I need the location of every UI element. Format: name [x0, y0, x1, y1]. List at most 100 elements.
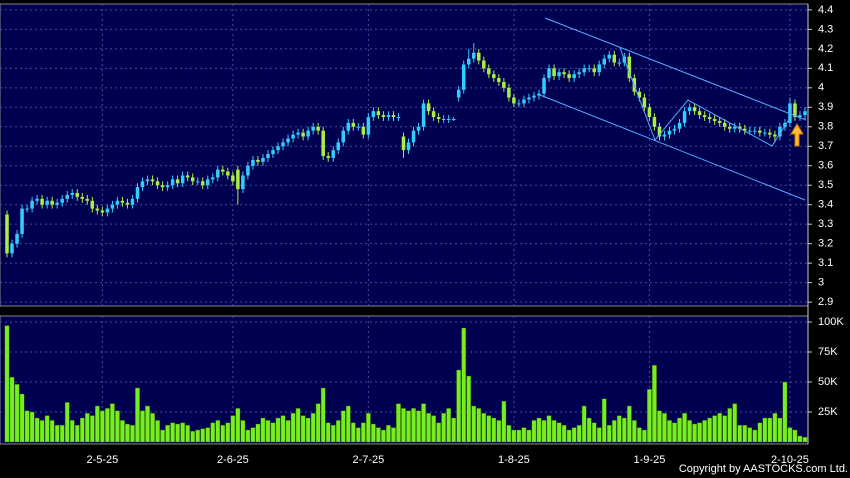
candle-body [672, 128, 677, 131]
volume-bar [511, 429, 517, 443]
volume-bar [672, 422, 677, 443]
volume-bar [245, 429, 251, 443]
volume-bar [737, 425, 743, 443]
candle-body [582, 68, 586, 73]
candle-body [567, 74, 571, 79]
volume-bar [210, 422, 216, 443]
candle-body [487, 68, 491, 75]
volume-bar [361, 422, 366, 443]
y-tick-label: 4.2 [818, 43, 833, 55]
volume-bar [657, 410, 662, 443]
candle-body [502, 81, 506, 88]
candle-body [783, 122, 787, 127]
y-tick-label: 3.9 [818, 101, 833, 113]
candle-body [100, 210, 105, 213]
volume-bar [330, 425, 336, 443]
volume-bar [305, 417, 311, 443]
candle-body [768, 132, 772, 135]
candle-body [477, 52, 481, 61]
volume-bar [350, 422, 356, 443]
volume-bar [506, 425, 512, 443]
marks [4, 43, 808, 443]
candle-body [261, 157, 265, 162]
volume-bar [426, 413, 431, 443]
candle-body [120, 200, 125, 203]
candle-body [547, 68, 551, 79]
candle-body [346, 122, 351, 131]
candle-body [336, 142, 341, 151]
candle-body [60, 198, 64, 203]
candle-body [748, 130, 752, 132]
volume-bar [371, 423, 376, 443]
candle-body [155, 181, 160, 186]
x-tick-label: 1-9-25 [634, 454, 666, 466]
volume-bar [436, 422, 441, 443]
volume-bar [295, 408, 301, 443]
candle-body [527, 97, 531, 100]
candle-body [507, 87, 511, 98]
candle-body [697, 111, 702, 116]
candle-body [271, 150, 275, 155]
candle-body [732, 126, 737, 129]
y-tick-label: 4.1 [818, 62, 833, 74]
candle-body [466, 58, 471, 65]
volume-bar [576, 425, 582, 443]
volume-bar [632, 420, 637, 443]
volume-bar [551, 420, 557, 443]
candle-body [301, 132, 305, 137]
candle-body [557, 72, 561, 77]
candle-body [311, 126, 315, 131]
volume-bar [707, 417, 712, 443]
candle-body [737, 126, 742, 129]
candle-body [482, 60, 486, 69]
volume-bar [110, 403, 115, 443]
volume-bar [155, 420, 160, 443]
candle-body [276, 146, 280, 151]
candle-body [763, 132, 767, 134]
candle-body [416, 126, 421, 131]
volume-bar [14, 384, 20, 443]
volume-bar [521, 427, 527, 443]
candle-body [446, 118, 451, 120]
volume-bar [280, 415, 286, 443]
candle-body [70, 193, 75, 195]
volume-bar [406, 410, 411, 443]
candle-body [602, 58, 607, 65]
candle-body [391, 115, 396, 118]
candle-body [110, 204, 115, 209]
volume-bar [310, 413, 316, 443]
candle-body [637, 91, 642, 98]
y-tick-label: 4.4 [818, 4, 833, 16]
volume-bar [325, 422, 331, 443]
candle-body [642, 97, 647, 108]
volume-bar [115, 410, 120, 443]
volume-bar [376, 427, 381, 443]
x-tick-label: 1-8-25 [498, 454, 530, 466]
volume-bar [647, 389, 652, 443]
volume-bar [727, 408, 733, 443]
candle-body [657, 126, 662, 137]
y-tick-label: 3.6 [818, 160, 833, 172]
volume-bar [205, 427, 211, 443]
candle-body [682, 111, 687, 123]
volume-bar [160, 429, 165, 443]
volume-bar [300, 415, 306, 443]
volume-bar [270, 422, 276, 443]
candle-body [727, 126, 732, 129]
candle-body [406, 142, 411, 151]
candle-body [436, 117, 441, 119]
volume-bar [411, 408, 416, 443]
volume-bar [621, 417, 627, 443]
volume-tick-label: 100K [818, 316, 844, 328]
candle-body [296, 132, 300, 135]
candle-body [512, 97, 516, 104]
volume-bar [175, 423, 180, 443]
candle-body [592, 68, 596, 73]
candle-body [667, 130, 672, 135]
volume-bar [702, 420, 707, 443]
candle-body [572, 74, 576, 79]
volume-bar [335, 420, 341, 443]
volume-bar [64, 402, 70, 443]
volume-bar [606, 425, 612, 443]
